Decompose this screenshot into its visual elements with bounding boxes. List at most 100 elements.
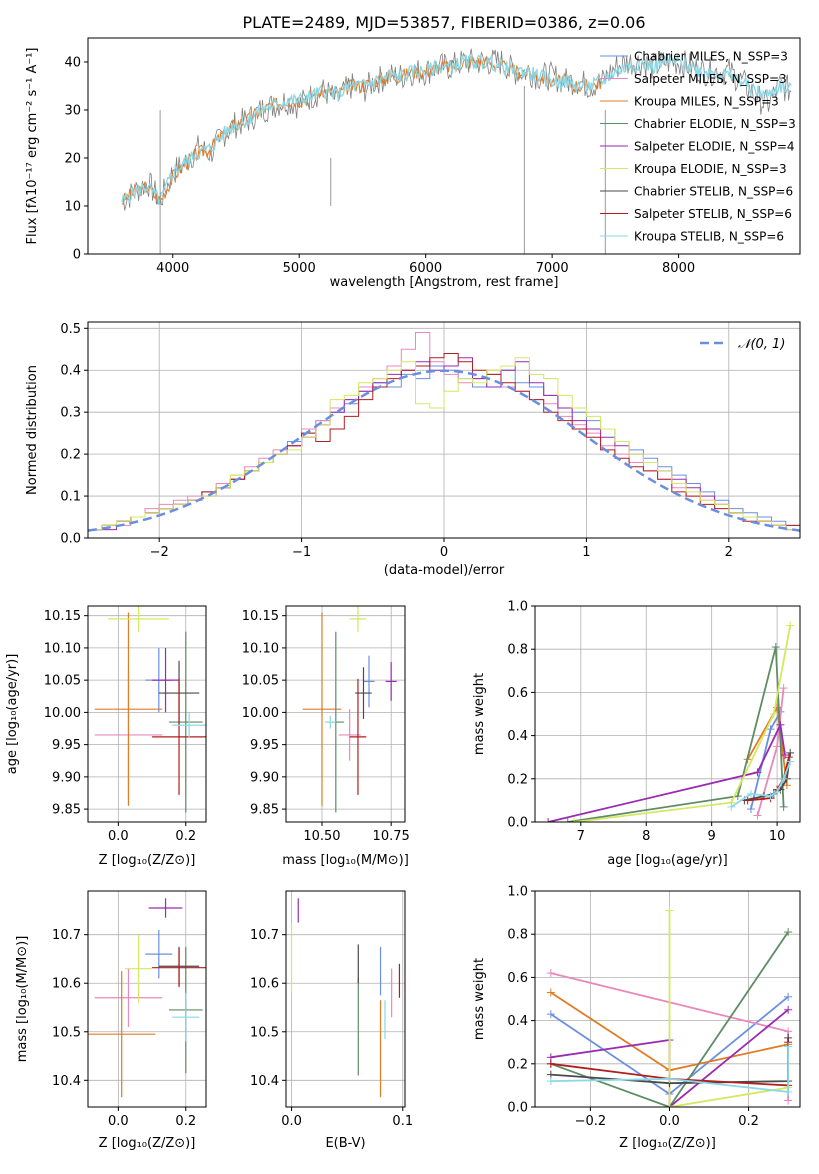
x-tick-label: 0.0 xyxy=(281,1114,302,1129)
y-tick-label: 0.2 xyxy=(60,448,81,463)
series-marker xyxy=(784,1087,793,1096)
legend-label: Salpeter MILES, N_SSP=3 xyxy=(634,72,787,86)
normal-reference-curve xyxy=(88,369,800,532)
y-tick-label: 1.0 xyxy=(507,885,528,900)
x-tick-label: 0.2 xyxy=(175,1114,196,1129)
errorbar-point xyxy=(168,631,203,813)
spectrum-model-line xyxy=(121,53,792,206)
y-axis-label: Normed distribution xyxy=(25,365,40,495)
series-marker xyxy=(546,969,555,978)
series-marker xyxy=(544,818,553,822)
series-marker xyxy=(665,906,674,915)
x-tick-label: 10.75 xyxy=(373,829,410,844)
x-axis-label: Z [log₁₀(Z/Z⊙)] xyxy=(619,1136,716,1151)
legend-label: Salpeter STELIB, N_SSP=6 xyxy=(634,207,792,221)
errorbar-point xyxy=(302,612,342,806)
y-tick-label: 20 xyxy=(64,152,81,167)
y-tick-label: 10.10 xyxy=(44,641,81,656)
series-marker xyxy=(766,725,775,734)
series-marker xyxy=(563,818,572,822)
y-tick-label: 0 xyxy=(73,248,81,263)
x-tick-label: −0.2 xyxy=(575,1114,607,1129)
series-marker xyxy=(665,1103,674,1107)
errorbar-point xyxy=(145,929,173,979)
y-tick-label: 0.2 xyxy=(507,1057,528,1072)
x-axis-label: Z [log₁₀(Z/Z⊙)] xyxy=(99,1136,196,1151)
y-tick-label: 0.6 xyxy=(507,686,528,701)
age_vs_mass-frame: 10.50 10.75 9.85 9.90 9.95 10.00 10.05 10.10 10.… xyxy=(242,605,410,868)
legend-label: Kroupa STELIB, N_SSP=6 xyxy=(634,230,784,244)
age_vs_Z-plot-area xyxy=(94,606,206,813)
x-tick-label: −2 xyxy=(150,545,169,560)
series-marker xyxy=(786,748,795,757)
errorbar-point xyxy=(88,971,156,1098)
y-tick-label: 0.5 xyxy=(60,322,81,337)
errorbar-point xyxy=(172,992,200,1042)
series-marker xyxy=(753,768,762,777)
x-axis-label: wavelength [Angstrom, rest frame] xyxy=(330,275,559,290)
mass_weight_vs_Z-axes xyxy=(535,890,800,1108)
mass_weight_vs_Z-plot-area xyxy=(546,906,793,1107)
mass-weight-series xyxy=(574,625,792,822)
series-marker xyxy=(779,774,788,783)
y-tick-label: 10.15 xyxy=(242,609,279,624)
axes-frame xyxy=(285,605,406,823)
legend-label: 𝒩(0, 1) xyxy=(738,337,785,352)
mass_weight_vs_age-axes xyxy=(535,605,800,823)
y-tick-label: 0.2 xyxy=(507,772,528,787)
series-marker xyxy=(779,802,788,811)
series-marker xyxy=(546,1010,555,1019)
x-tick-label: 0.1 xyxy=(392,1114,413,1129)
mass_vs_Z-plot-area xyxy=(88,898,206,1098)
series-marker xyxy=(570,818,579,822)
y-tick-label: 9.90 xyxy=(250,770,279,785)
y-tick-label: 40 xyxy=(64,56,81,71)
series-marker xyxy=(786,757,795,766)
errorbar-point xyxy=(385,662,397,701)
errorbar-point xyxy=(108,606,169,632)
y-axis-label: mass weight xyxy=(472,958,487,1040)
y-axis-label: age [log₁₀(age/yr)] xyxy=(5,654,20,775)
errorbar-point xyxy=(94,968,163,1027)
errorbar-point xyxy=(349,678,367,795)
y-tick-label: 30 xyxy=(64,104,81,119)
spectrum-frame: 4000 5000 6000 7000 8000 0 10 20 30 40 wavelength … xyxy=(25,37,801,290)
y-tick-label: 0.8 xyxy=(507,643,528,658)
series-marker xyxy=(779,684,788,693)
residuals-frame: −2 −1 0 1 2 0.0 0.1 0.2 0.3 0.4 0.5 (data-model)/er… xyxy=(25,321,801,578)
series-marker xyxy=(780,751,789,760)
series-marker xyxy=(786,621,795,630)
axes-frame xyxy=(87,890,207,1108)
mass-weight-series xyxy=(730,761,792,808)
y-tick-label: 10.05 xyxy=(44,674,81,689)
x-axis-label: age [log₁₀(age/yr)] xyxy=(607,853,728,868)
series-marker xyxy=(746,789,755,798)
series-marker xyxy=(743,796,752,805)
y-tick-label: 0.4 xyxy=(60,364,81,379)
axes-frame xyxy=(534,890,801,1108)
x-tick-label: 7000 xyxy=(536,261,569,276)
errorbar-point xyxy=(125,934,153,1003)
axes-frame xyxy=(87,37,801,255)
legend-label: Chabrier MILES, N_SSP=3 xyxy=(634,50,788,64)
series-marker xyxy=(784,992,793,1001)
series-marker xyxy=(546,1077,555,1086)
y-tick-label: 10.00 xyxy=(242,706,279,721)
series-marker xyxy=(753,811,762,820)
y-tick-label: 10.05 xyxy=(242,674,279,689)
errorbar-point xyxy=(148,898,183,918)
errorbar-point xyxy=(152,647,180,713)
x-tick-label: 8000 xyxy=(662,261,695,276)
mass_vs_ebv-axes xyxy=(286,891,405,1107)
x-tick-label: 7 xyxy=(577,829,585,844)
y-tick-label: 10.00 xyxy=(44,706,81,721)
x-tick-label: 5000 xyxy=(283,261,316,276)
errorbar-point xyxy=(152,948,206,988)
x-axis-label: (data-model)/error xyxy=(384,563,505,578)
x-tick-label: 0.0 xyxy=(659,1114,680,1129)
series-marker xyxy=(546,1059,555,1068)
x-tick-label: 10 xyxy=(769,829,786,844)
x-axis-label: E(B-V) xyxy=(325,1136,365,1151)
y-tick-label: 0.4 xyxy=(507,729,528,744)
